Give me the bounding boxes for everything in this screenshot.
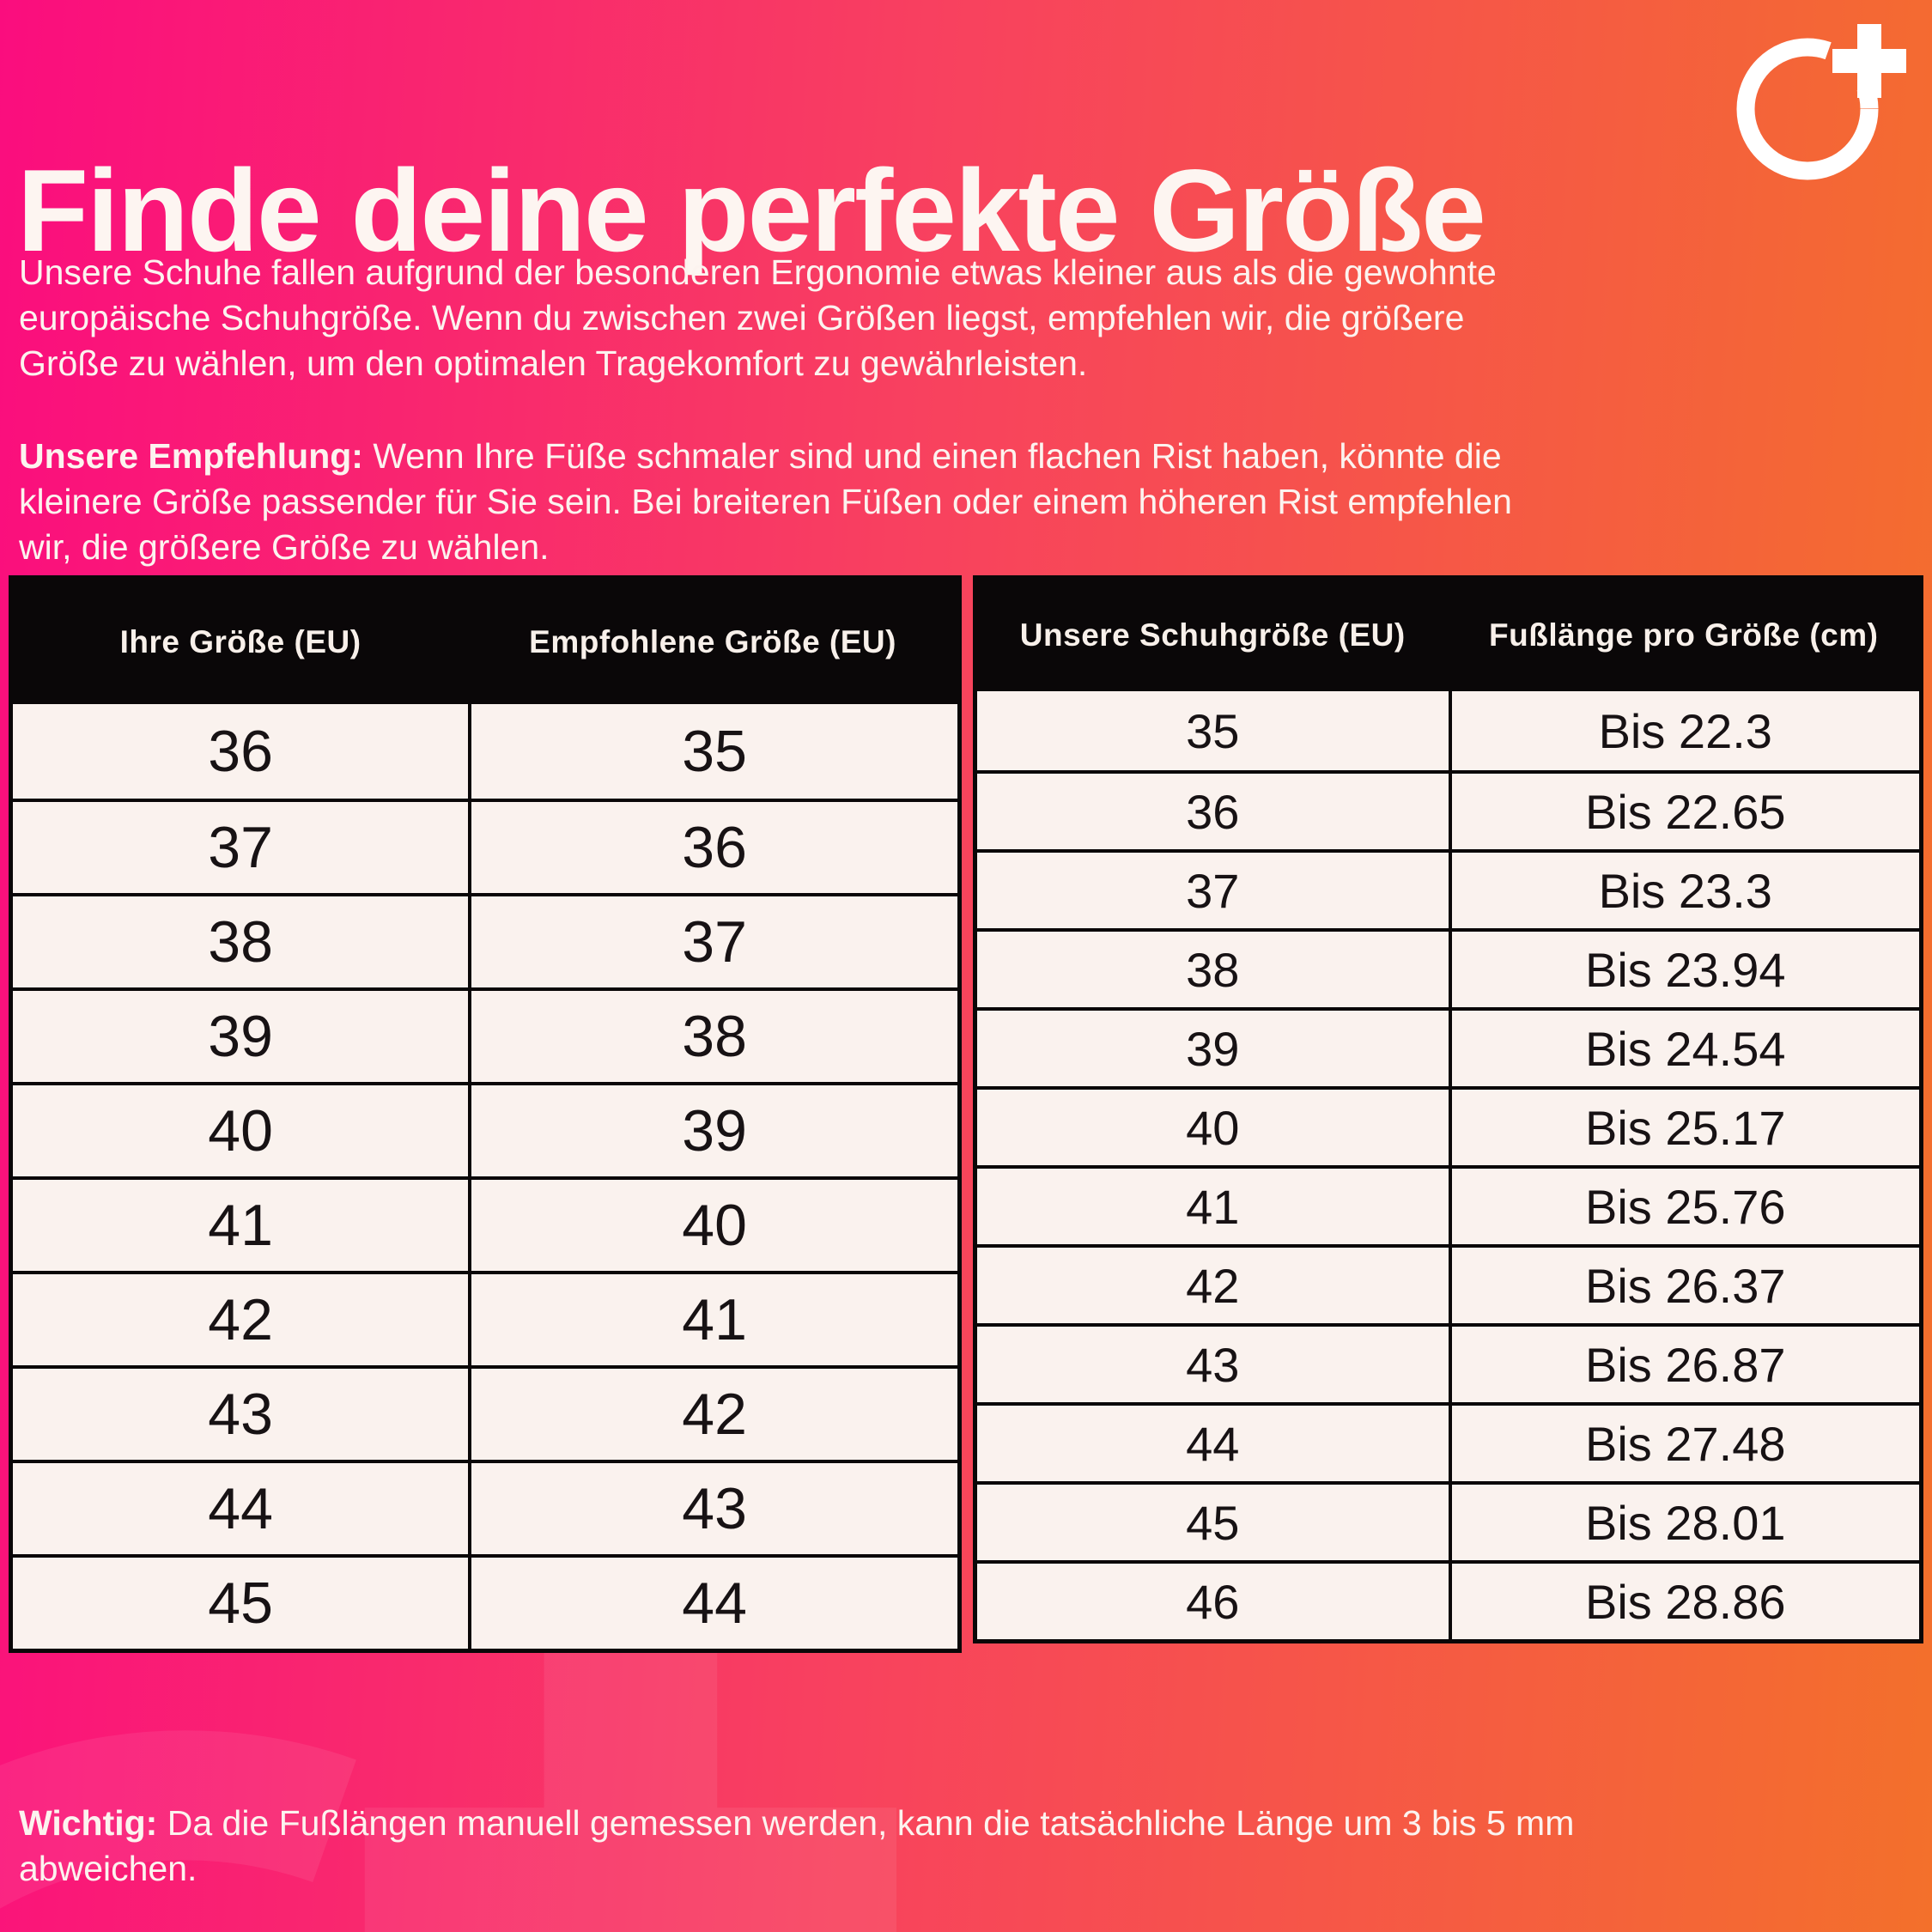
shoe-size-cell: 36 (1186, 784, 1240, 839)
foot-length-cell: Bis 24.54 (1448, 1011, 1920, 1086)
table-row: 38 37 (13, 893, 957, 987)
table-row: 41 40 (13, 1176, 957, 1271)
recommended-size-cell: 36 (468, 802, 957, 893)
table-row: 40 39 (13, 1082, 957, 1176)
recommended-size-cell: 37 (468, 896, 957, 987)
table-row: 36 35 (13, 704, 957, 799)
table-row: 46 Bis 28.86 (977, 1560, 1919, 1639)
foot-length-cell: Bis 23.3 (1448, 853, 1920, 928)
recommended-size-cell: 43 (468, 1463, 957, 1554)
foot-length-cell: Bis 22.65 (1448, 774, 1920, 849)
foot-length-cell: Bis 23.94 (1448, 932, 1920, 1007)
table-row: 42 41 (13, 1271, 957, 1365)
length-table-header-row: Unsere Schuhgröße (EU) Fußlänge pro Größ… (977, 580, 1919, 691)
size-recommendation-table: Ihre Größe (EU) Empfohlene Größe (EU) 36… (9, 575, 962, 1653)
your-size-cell: 42 (208, 1287, 273, 1352)
your-size-cell: 41 (208, 1193, 273, 1258)
table-row: 37 36 (13, 799, 957, 893)
recommendation-paragraph: Unsere Empfehlung: Wenn Ihre Füße schmal… (19, 434, 1918, 570)
shoe-size-cell: 42 (1186, 1258, 1240, 1313)
table-row: 45 Bis 28.01 (977, 1481, 1919, 1560)
shoe-size-cell: 38 (1186, 942, 1240, 997)
column-header-our-shoe-size: Unsere Schuhgröße (EU) (1019, 617, 1406, 653)
shoe-size-cell: 46 (1186, 1574, 1240, 1629)
foot-length-cell: Bis 22.3 (1448, 691, 1920, 770)
important-note-label: Wichtig: (19, 1803, 158, 1843)
recommended-size-cell: 42 (468, 1369, 957, 1460)
shoe-size-cell: 40 (1186, 1100, 1240, 1155)
table-row: 45 44 (13, 1554, 957, 1649)
table-row: 39 38 (13, 987, 957, 1082)
table-row: 37 Bis 23.3 (977, 849, 1919, 928)
length-table-body: 35 Bis 22.3 36 Bis 22.65 37 Bis 23.3 38 … (977, 691, 1919, 1639)
shoe-size-cell: 44 (1186, 1416, 1240, 1471)
your-size-cell: 40 (208, 1098, 273, 1163)
foot-length-table: Unsere Schuhgröße (EU) Fußlänge pro Größ… (973, 575, 1923, 1643)
your-size-cell: 38 (208, 909, 273, 975)
shoe-size-cell: 35 (1186, 703, 1240, 758)
brand-circle-plus-icon (1736, 24, 1906, 180)
recommendation-text: Wenn Ihre Füße schmaler sind und einen f… (19, 436, 1512, 567)
your-size-cell: 37 (208, 815, 273, 880)
recommended-size-cell: 35 (468, 704, 957, 799)
size-table-body: 36 35 37 36 38 37 39 38 (13, 704, 957, 1649)
column-header-your-size: Ihre Größe (EU) (119, 623, 361, 659)
foot-length-cell: Bis 28.01 (1448, 1485, 1920, 1560)
intro-text: Unsere Schuhe fallen aufgrund der besond… (19, 252, 1497, 383)
intro-paragraph: Unsere Schuhe fallen aufgrund der besond… (19, 250, 1918, 386)
table-row: 43 42 (13, 1365, 957, 1460)
important-note-text: Da die Fußlängen manuell gemessen werden… (19, 1803, 1575, 1888)
table-row: 43 Bis 26.87 (977, 1323, 1919, 1402)
recommended-size-cell: 38 (468, 991, 957, 1082)
shoe-size-cell: 43 (1186, 1337, 1240, 1392)
table-row: 38 Bis 23.94 (977, 928, 1919, 1007)
your-size-cell: 43 (208, 1382, 273, 1447)
size-table-header-row: Ihre Größe (EU) Empfohlene Größe (EU) (13, 580, 957, 704)
shoe-size-cell: 37 (1186, 863, 1240, 918)
table-row: 44 43 (13, 1460, 957, 1554)
table-row: 39 Bis 24.54 (977, 1007, 1919, 1086)
your-size-cell: 44 (208, 1476, 273, 1541)
foot-length-cell: Bis 26.37 (1448, 1248, 1920, 1323)
important-note-paragraph: Wichtig: Da die Fußlängen manuell gemess… (19, 1801, 1918, 1892)
recommended-size-cell: 41 (468, 1274, 957, 1365)
table-row: 44 Bis 27.48 (977, 1402, 1919, 1481)
your-size-cell: 45 (208, 1571, 273, 1636)
foot-length-cell: Bis 25.76 (1448, 1169, 1920, 1244)
column-header-recommended-size: Empfohlene Größe (EU) (529, 623, 896, 659)
foot-length-cell: Bis 28.86 (1448, 1564, 1920, 1639)
shoe-size-cell: 41 (1186, 1179, 1240, 1234)
recommended-size-cell: 44 (468, 1558, 957, 1649)
recommended-size-cell: 39 (468, 1085, 957, 1176)
watermark-circle-plus-icon (0, 1628, 896, 1932)
shoe-size-cell: 45 (1186, 1495, 1240, 1550)
recommendation-label: Unsere Empfehlung: (19, 436, 363, 476)
foot-length-cell: Bis 27.48 (1448, 1406, 1920, 1481)
recommended-size-cell: 40 (468, 1180, 957, 1271)
column-header-foot-length: Fußlänge pro Größe (cm) (1489, 617, 1879, 653)
table-row: 36 Bis 22.65 (977, 770, 1919, 849)
your-size-cell: 36 (208, 719, 273, 784)
your-size-cell: 39 (208, 1004, 273, 1069)
shoe-size-cell: 39 (1186, 1021, 1240, 1076)
foot-length-cell: Bis 25.17 (1448, 1090, 1920, 1165)
table-row: 41 Bis 25.76 (977, 1165, 1919, 1244)
foot-length-cell: Bis 26.87 (1448, 1327, 1920, 1402)
table-row: 42 Bis 26.37 (977, 1244, 1919, 1323)
table-row: 35 Bis 22.3 (977, 691, 1919, 770)
table-row: 40 Bis 25.17 (977, 1086, 1919, 1165)
page-title: Finde deine perfekte Größe (17, 145, 1486, 276)
